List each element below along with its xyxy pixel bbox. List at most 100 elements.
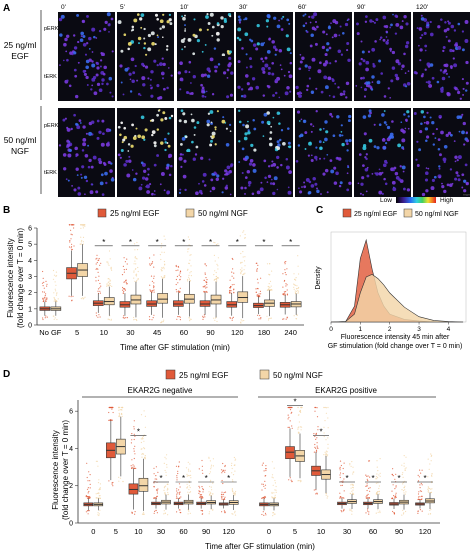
outlier-point <box>211 489 213 491</box>
outlier-point <box>97 288 100 290</box>
outlier-point <box>224 491 227 493</box>
outlier-point <box>232 258 234 260</box>
cell-spot <box>268 142 273 147</box>
outlier-point <box>179 291 181 293</box>
outlier-point <box>271 497 273 499</box>
cell-spot <box>179 153 183 156</box>
cell-spot <box>265 19 270 23</box>
outlier-point <box>140 438 142 440</box>
outlier-point <box>243 319 245 322</box>
outlier-point <box>293 315 295 317</box>
cell-spot <box>282 15 285 18</box>
outlier-point <box>217 243 219 245</box>
outlier-point <box>275 485 277 488</box>
x-tick-label: 60 <box>179 527 187 536</box>
outlier-point <box>298 286 300 289</box>
cell-spot <box>156 154 160 157</box>
cell-spot <box>378 59 382 63</box>
cell-spot <box>244 17 248 21</box>
cell-spot <box>139 94 142 97</box>
cell-spot <box>147 33 151 38</box>
outlier-point <box>179 278 181 280</box>
cell-spot <box>58 17 63 22</box>
cell-spot <box>106 82 109 86</box>
cell-spot <box>129 90 133 93</box>
row-3-label: pERK <box>44 123 59 129</box>
outlier-point <box>340 510 342 512</box>
cell-spot <box>131 25 135 29</box>
cell-spot <box>226 49 230 53</box>
outlier-point <box>111 406 113 409</box>
outlier-point <box>224 469 226 471</box>
x-tick-label: 30 <box>343 527 351 536</box>
cell-spot <box>156 84 160 88</box>
outlier-point <box>263 470 265 472</box>
outlier-point <box>270 289 272 291</box>
outlier-point <box>286 316 288 318</box>
outlier-point <box>214 270 216 272</box>
cell-spot <box>299 190 303 194</box>
outlier-point <box>149 318 151 321</box>
outlier-point <box>161 267 163 269</box>
outlier-point <box>205 277 207 279</box>
cell-spot <box>212 173 216 176</box>
outlier-point <box>418 491 420 493</box>
outlier-point <box>215 279 218 281</box>
outlier-point <box>213 241 215 243</box>
outlier-point <box>163 489 165 491</box>
cell-spot <box>80 31 85 36</box>
outlier-point <box>189 491 192 493</box>
outlier-point <box>165 474 167 476</box>
time-label-0: 0' <box>61 4 66 11</box>
outlier-point <box>52 278 55 280</box>
outlier-point <box>46 316 48 318</box>
outlier-point <box>190 318 192 320</box>
outlier-point <box>136 249 139 251</box>
outlier-point <box>377 509 379 511</box>
cell-spot <box>67 153 72 158</box>
outlier-point <box>45 297 47 299</box>
outlier-point <box>108 250 111 252</box>
cell-spot <box>267 174 272 179</box>
outlier-point <box>256 287 258 290</box>
outlier-point <box>41 282 44 284</box>
cell-spot <box>208 158 211 161</box>
outlier-point <box>285 274 287 276</box>
cell-spot <box>83 175 88 179</box>
cell-spot <box>389 47 392 51</box>
outlier-point <box>136 241 138 244</box>
outlier-point <box>284 261 286 263</box>
outlier-point <box>286 294 289 296</box>
outlier-point <box>95 280 97 282</box>
outlier-point <box>109 419 111 421</box>
outlier-point <box>206 291 208 293</box>
cell-spot <box>190 92 194 95</box>
outlier-point <box>100 262 102 264</box>
outlier-point <box>188 470 190 472</box>
outlier-point <box>255 262 257 264</box>
outlier-point <box>297 427 299 429</box>
outlier-point <box>283 294 285 296</box>
cell-spot <box>333 181 338 185</box>
outlier-point <box>341 511 343 513</box>
outlier-point <box>43 281 45 283</box>
outlier-point <box>163 260 165 263</box>
outlier-point <box>133 465 135 467</box>
outlier-point <box>55 275 58 277</box>
cell-spot <box>64 37 68 42</box>
outlier-point <box>393 495 395 497</box>
cell-spot <box>375 18 379 22</box>
cell-spot <box>324 168 329 173</box>
outlier-point <box>268 318 270 320</box>
outlier-point <box>155 475 157 477</box>
cell-spot <box>326 42 330 46</box>
cell-spot <box>75 94 79 99</box>
outlier-point <box>210 464 213 466</box>
cell-spot <box>66 143 71 147</box>
outlier-point <box>379 472 381 474</box>
cell-spot <box>77 192 82 196</box>
outlier-point <box>208 491 210 493</box>
outlier-point <box>123 317 125 319</box>
outlier-point <box>144 456 146 458</box>
outlier-point <box>272 477 274 479</box>
